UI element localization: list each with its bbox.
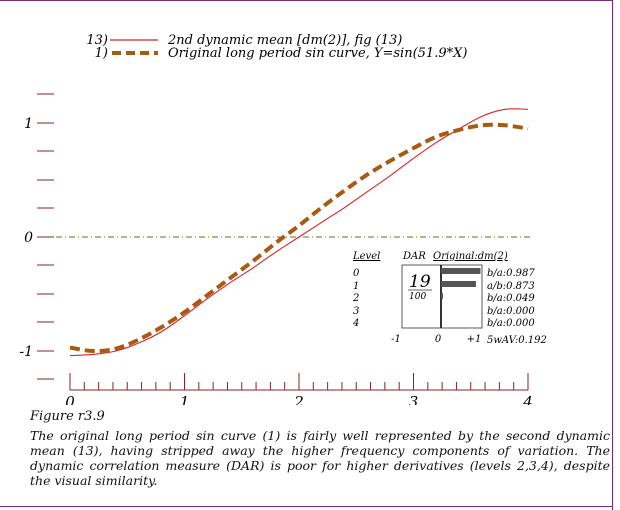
legend-id-1: 1) — [95, 46, 108, 61]
dar-bar — [441, 293, 443, 299]
x-axis: 0 1 2 3 4 — [65, 373, 533, 405]
inset-level-label: 3 — [353, 306, 359, 317]
caption-text: The original long period sin curve (1) i… — [30, 428, 610, 488]
y-tick-label-minus1: -1 — [19, 344, 33, 360]
legend-label-dm2: 2nd dynamic mean [dm(2)], fig (13) — [167, 33, 402, 48]
dar-bar — [441, 281, 476, 287]
inset-ratio-label: b/a:0.049 — [487, 293, 535, 304]
dar-bars — [441, 268, 481, 299]
inset-level-label: 2 — [352, 293, 359, 304]
x-tick-label-2: 2 — [293, 393, 304, 405]
legend-label-original: Original long period sin curve, Y=sin(51… — [168, 46, 467, 61]
x-tick-label-4: 4 — [522, 393, 533, 405]
figure-caption: Figure r3.9 The original long period sin… — [30, 409, 610, 488]
y-tick-label-1: 1 — [24, 116, 33, 132]
inset-level-label: 0 — [353, 268, 360, 279]
frame-bottom-border — [0, 506, 612, 507]
inset-header-original-dm2: Original:dm(2) — [433, 251, 508, 262]
dar-inset: Level DAR Original:dm(2) 0 1 2 3 4 19 10… — [352, 251, 547, 346]
series-line-original — [69, 122, 529, 354]
figure-label: Figure r3.9 — [30, 409, 105, 424]
x-tick-label-3: 3 — [409, 393, 419, 405]
inset-ratio-label: a/b:0.873 — [487, 281, 535, 292]
y-tick-label-0: 0 — [24, 230, 33, 246]
inset-summary: 5wAV:0.192 — [487, 335, 547, 346]
inset-level-label: 1 — [353, 281, 359, 292]
inset-box-number-bottom: 100 — [409, 292, 426, 302]
inset-ratio-label: b/a:0.000 — [487, 306, 535, 317]
legend: 13) 2nd dynamic mean [dm(2)], fig (13) 1… — [86, 33, 467, 61]
frame-top-border — [0, 0, 612, 1]
legend-id-13: 13) — [86, 33, 108, 48]
inset-header-dar: DAR — [402, 251, 426, 262]
inset-axis-label-minus1: -1 — [391, 334, 401, 345]
inset-ratio-label: b/a:0.000 — [487, 318, 535, 329]
inset-level-label: 4 — [352, 318, 359, 329]
inset-ratio-label: b/a:0.987 — [487, 268, 535, 279]
inset-axis-label-plus1: +1 — [467, 334, 482, 345]
x-tick-label-0: 0 — [65, 393, 75, 405]
inset-box-number-top: 19 — [409, 272, 431, 292]
inset-axis-label-0: 0 — [435, 334, 442, 345]
series-line-dm2 — [69, 108, 529, 357]
x-tick-label-1: 1 — [180, 393, 190, 405]
chart: 13) 2nd dynamic mean [dm(2)], fig (13) 1… — [19, 33, 547, 405]
frame-right-border — [612, 0, 613, 510]
y-axis: 1 0 -1 — [19, 93, 54, 380]
dar-bar — [441, 268, 481, 274]
inset-header-level: Level — [352, 251, 380, 262]
